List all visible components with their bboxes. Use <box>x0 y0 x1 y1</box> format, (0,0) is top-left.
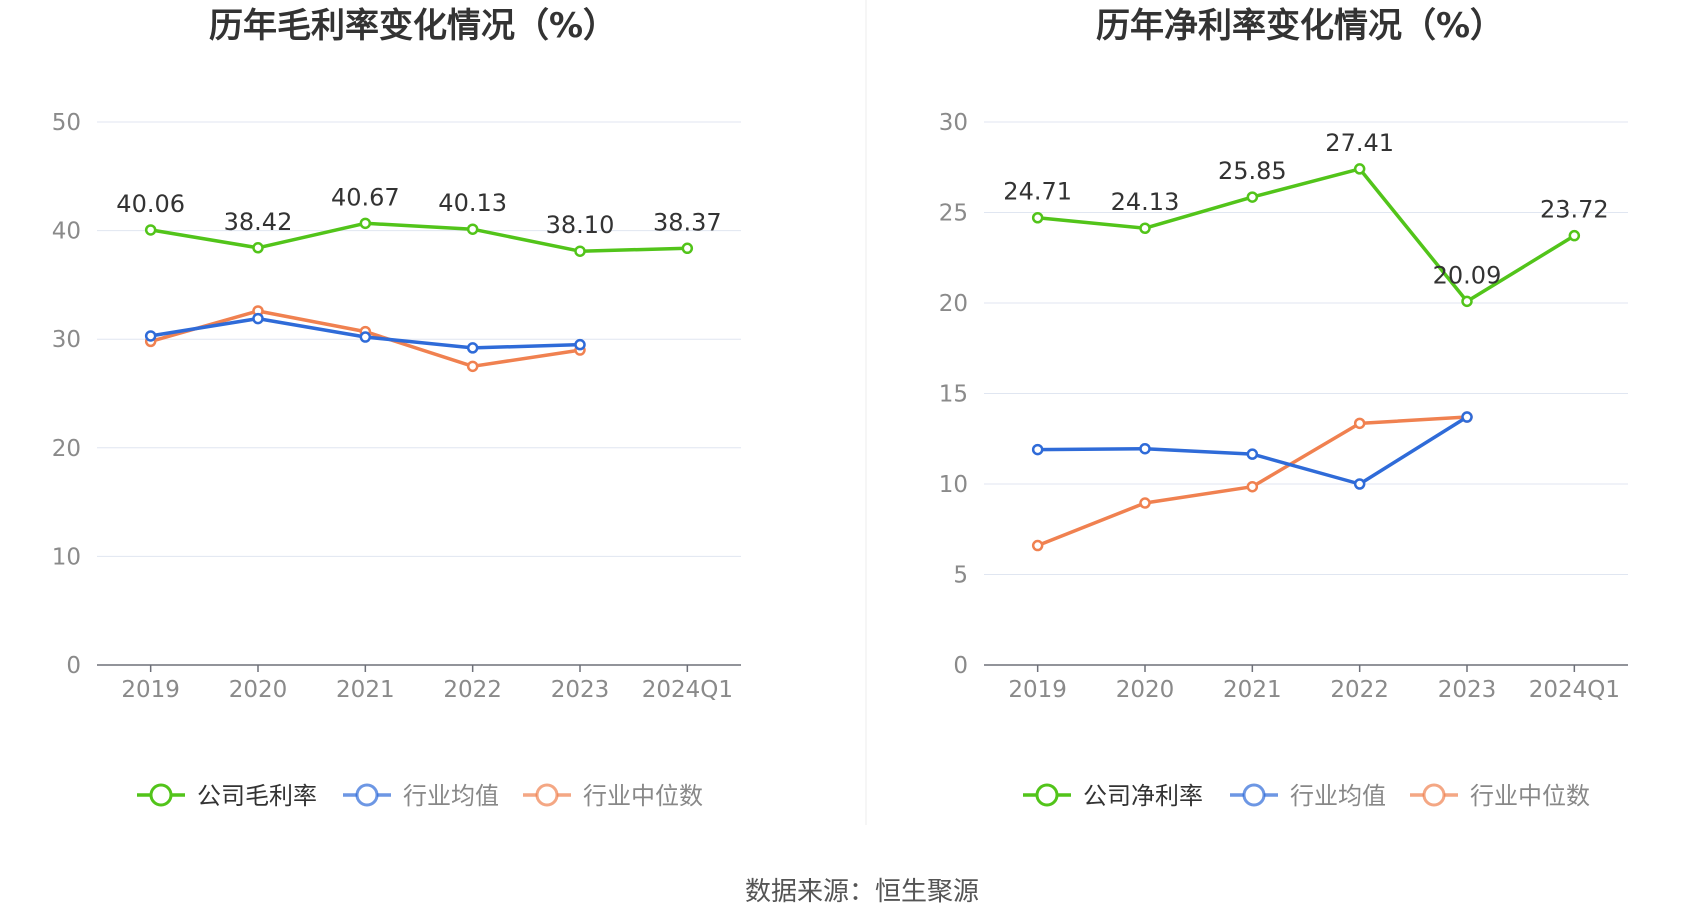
y-tick-label: 20 <box>52 436 81 462</box>
legend-marker <box>535 783 559 807</box>
legend-marker <box>1035 783 1059 807</box>
y-tick-label: 50 <box>52 110 81 136</box>
series-line-0 <box>148 221 690 253</box>
y-tick-label: 20 <box>939 291 968 317</box>
data-point <box>1246 191 1259 203</box>
y-tick-label: 0 <box>953 653 968 679</box>
data-point <box>466 223 479 235</box>
data-point <box>359 331 372 343</box>
x-tick-label: 2024Q1 <box>1529 677 1620 703</box>
x-tick-label: 2021 <box>336 677 395 703</box>
data-label: 20.09 <box>1433 261 1502 289</box>
data-label: 40.67 <box>331 183 400 211</box>
legend-label: 行业均值 <box>1290 782 1386 810</box>
legend-label: 行业中位数 <box>583 782 703 810</box>
data-point <box>1353 163 1366 175</box>
chart-title: 历年净利率变化情况（%） <box>1096 6 1504 46</box>
data-point <box>359 217 372 230</box>
y-tick-label: 15 <box>939 382 968 408</box>
data-point <box>1139 222 1151 234</box>
data-label: 40.13 <box>438 189 507 217</box>
x-tick-label: 2020 <box>229 677 288 703</box>
y-tick-label: 0 <box>66 653 81 679</box>
x-tick-label: 2020 <box>1116 677 1175 703</box>
x-tick-label: 2022 <box>443 677 502 703</box>
data-label: 27.41 <box>1325 129 1394 157</box>
y-tick-label: 40 <box>52 219 81 245</box>
x-tick-label: 2024Q1 <box>642 677 733 703</box>
x-tick-label: 2022 <box>1330 677 1389 703</box>
data-label: 24.13 <box>1111 188 1180 216</box>
y-tick-label: 5 <box>953 563 968 589</box>
legend-marker <box>1242 783 1266 807</box>
data-point <box>1461 411 1473 423</box>
data-point <box>1139 442 1151 455</box>
data-point <box>466 360 479 373</box>
data-label: 38.10 <box>546 211 615 239</box>
data-point <box>1353 417 1366 430</box>
y-tick-label: 30 <box>939 110 968 136</box>
data-point <box>574 245 586 257</box>
legend-marker <box>1422 783 1446 807</box>
data-point <box>1461 295 1473 308</box>
y-tick-label: 10 <box>939 472 968 498</box>
data-point <box>144 224 157 236</box>
net-margin-chart: 历年净利率变化情况（%） 0 5 10 15 20 25 30 2019 2020 2021 2022… <box>939 6 1628 810</box>
data-point <box>252 242 264 254</box>
data-point <box>144 330 157 342</box>
y-tick-label: 30 <box>52 327 81 353</box>
chart-title: 历年毛利率变化情况（%） <box>209 6 617 46</box>
data-label: 40.06 <box>116 190 185 218</box>
data-point <box>1139 497 1151 509</box>
data-label: 25.85 <box>1218 157 1287 185</box>
data-point <box>1031 443 1044 456</box>
x-tick-label: 2019 <box>1008 677 1067 703</box>
legend-label: 行业均值 <box>403 782 499 810</box>
legend-label: 公司净利率 <box>1083 782 1203 810</box>
data-point <box>1353 478 1366 490</box>
data-source: 数据来源：恒生聚源 <box>745 877 979 907</box>
legend-marker <box>149 783 173 807</box>
x-tick-label: 2019 <box>121 677 180 703</box>
data-label: 38.37 <box>653 208 722 236</box>
data-point <box>1031 211 1044 224</box>
data-label: 38.42 <box>224 208 293 236</box>
gross-margin-chart: 历年毛利率变化情况（%） 0 10 20 30 40 50 2019 2020 2021 2022 2… <box>52 6 741 810</box>
x-tick-label: 2023 <box>551 677 610 703</box>
x-tick-label: 2023 <box>1438 677 1497 703</box>
data-point <box>466 342 479 354</box>
data-point <box>1568 229 1581 242</box>
series-line-0 <box>1035 167 1577 304</box>
data-point <box>1246 448 1259 460</box>
legend-marker <box>355 783 379 807</box>
data-point <box>574 338 586 351</box>
data-label: 23.72 <box>1540 196 1609 224</box>
data-point <box>681 242 694 255</box>
legend-label: 公司毛利率 <box>197 782 317 810</box>
data-point <box>252 312 264 325</box>
legend-label: 行业中位数 <box>1470 782 1590 810</box>
x-tick-label: 2021 <box>1223 677 1282 703</box>
data-point <box>1031 539 1044 552</box>
y-tick-label: 25 <box>939 201 968 227</box>
data-label: 24.71 <box>1003 178 1072 206</box>
data-point <box>1246 480 1259 493</box>
y-tick-label: 10 <box>52 544 81 570</box>
